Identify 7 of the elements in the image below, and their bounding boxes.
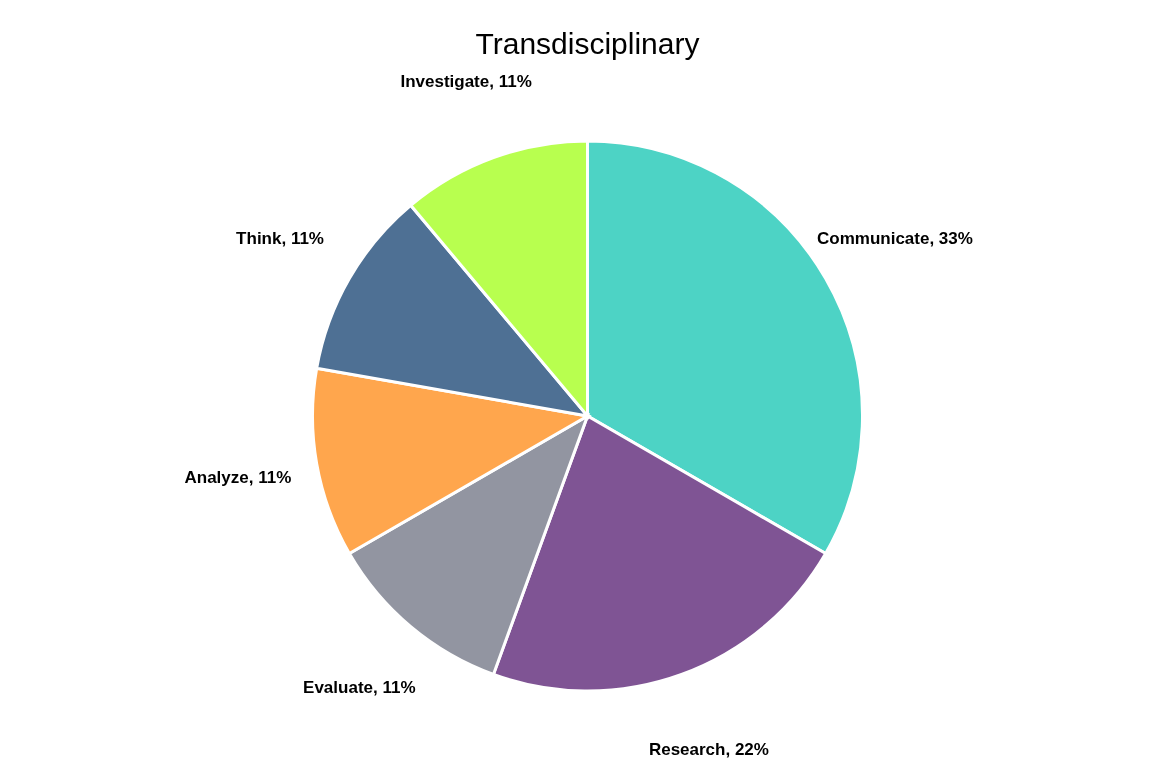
chart-title: Transdisciplinary (475, 27, 700, 60)
slice-label: Investigate, 11% (400, 72, 532, 92)
slice-label: Analyze, 11% (184, 467, 292, 487)
slice-label: Research, 22% (648, 739, 769, 759)
slice-label: Evaluate, 11% (303, 677, 416, 697)
slice-label: Communicate, 33% (816, 228, 973, 248)
slice-label: Think, 11% (236, 228, 324, 248)
